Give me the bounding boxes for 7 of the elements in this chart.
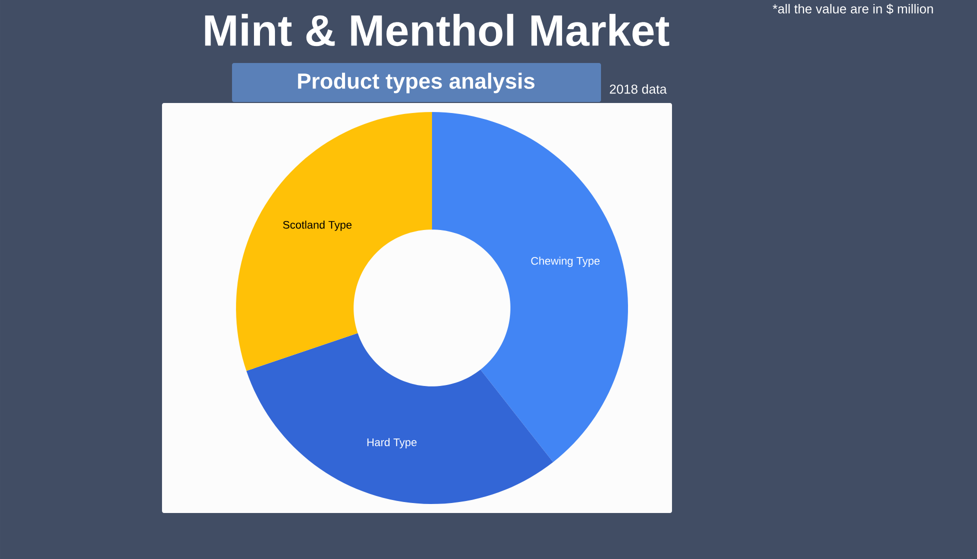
chart-subtitle: Product types analysis: [298, 72, 534, 94]
slice-label: Hard Type: [367, 438, 417, 448]
chart-title: Mint & Menthol Market: [205, 14, 670, 46]
text: 2018 data: [610, 84, 667, 94]
slice-label: Chewing Type: [531, 256, 600, 267]
text: *all the value are in $ million: [772, 4, 933, 14]
slice-label: Scotland Type: [283, 220, 352, 231]
